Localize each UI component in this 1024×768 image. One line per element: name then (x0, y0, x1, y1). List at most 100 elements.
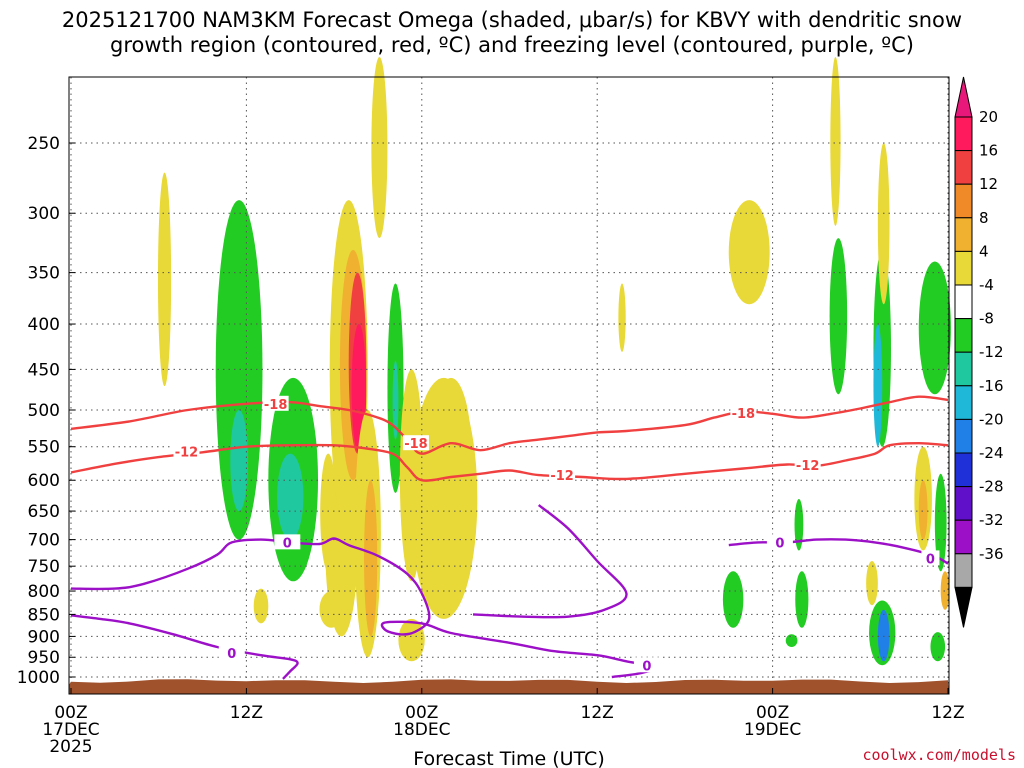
contour-label: -18 (264, 398, 288, 413)
x-tick-label: 18DEC (393, 720, 450, 740)
colorbar-segment (954, 351, 973, 387)
contour-label: -12 (796, 459, 820, 474)
time-gridlines (70, 77, 949, 694)
colorbar-top-arrow (954, 76, 973, 118)
colorbar-segment (954, 418, 973, 454)
plot-area: -18 -18 -12 -12 -12 0 0 0 0 -18 0 (68, 57, 951, 695)
x-tick-label: 00Z (54, 703, 87, 723)
omega-region (398, 618, 425, 662)
chart-title-line-2: growth region (contoured, red, ºC) and f… (110, 33, 914, 57)
colorbar-segment (954, 385, 973, 420)
contour-label: -18 (732, 407, 756, 422)
y-tick-label: 300 (28, 204, 60, 224)
plot-background (69, 77, 949, 694)
colorbar-label: 16 (979, 142, 998, 160)
y-tick-label: 850 (28, 605, 60, 625)
colorbar-segment (954, 318, 973, 353)
colorbar-label: -32 (979, 511, 1004, 529)
contour-label: 0 (926, 552, 935, 567)
contour-label-bg (766, 534, 793, 550)
contour-label-bg (262, 395, 289, 411)
omega-region (230, 410, 248, 512)
contour-line (70, 537, 658, 679)
omega-region (722, 571, 744, 628)
pressure-axis: 2503003504004505005506006507007508008509… (17, 134, 75, 688)
y-tick-label: 350 (28, 264, 60, 284)
plot-frame (68, 76, 950, 695)
colorbar-bottom-arrow (954, 586, 973, 628)
contour-label: 0 (642, 659, 651, 674)
x-tick-label: 00Z (405, 703, 438, 723)
colorbar-segment (954, 217, 973, 252)
omega-region (877, 609, 890, 662)
y-tick-label: 600 (28, 471, 60, 491)
ground-terrain (69, 679, 949, 694)
colorbar-label: 4 (979, 242, 989, 260)
colorbar-label: -28 (979, 478, 1004, 496)
contour-label-bg (173, 443, 200, 459)
colorbar-label: 20 (979, 108, 998, 126)
y-tick-label: 400 (28, 315, 60, 335)
contour-label-bg (549, 467, 576, 483)
y-tick-label: 950 (28, 648, 60, 668)
x-tick-label: 2025 (49, 737, 92, 757)
y-tick-label: 550 (28, 438, 60, 458)
contour-label: -12 (175, 446, 199, 461)
omega-region (918, 480, 928, 540)
contour-line (472, 504, 628, 619)
x-axis-title: Forecast Time (UTC) (413, 748, 604, 768)
contour-label: -12 (550, 469, 574, 484)
omega-region (930, 632, 946, 662)
omega-region (866, 561, 878, 606)
x-tick-label: 12Z (230, 703, 263, 723)
y-tick-label: 250 (28, 134, 60, 154)
omega-region (319, 591, 343, 628)
y-tick-label: 700 (28, 531, 60, 551)
contour-label-bg (633, 657, 660, 673)
pressure-gridlines (69, 142, 949, 678)
contour-label-bg (274, 534, 301, 550)
omega-region (918, 261, 951, 395)
omega-region (253, 588, 269, 624)
contour-line (70, 442, 949, 482)
omega-region (215, 200, 263, 540)
colorbar-segment (954, 553, 973, 588)
omega-region (794, 499, 804, 551)
y-tick-label: 750 (28, 557, 60, 577)
x-tick-label: 19DEC (744, 720, 801, 740)
contour-label-bg (218, 645, 245, 661)
omega-region (618, 283, 626, 352)
credit-text[interactable]: coolwx.com/models (862, 746, 1016, 764)
y-tick-label: 450 (28, 360, 60, 380)
contour-label-bg (730, 405, 757, 421)
x-tick-label: 12Z (581, 703, 614, 723)
colorbar-label: 12 (979, 175, 998, 193)
omega-region (277, 453, 304, 540)
contour-label: 0 (227, 647, 236, 662)
contour-label-bg (402, 435, 429, 451)
colorbar-segment (954, 486, 973, 521)
colorbar-label: -8 (979, 310, 994, 328)
x-tick-label: 12Z (931, 703, 964, 723)
omega-region (877, 143, 890, 305)
colorbar-label: -20 (979, 410, 1004, 428)
omega-region (157, 172, 172, 387)
x-tick-label: 17DEC (42, 720, 99, 740)
colorbar-label: -16 (979, 377, 1004, 395)
contour-label: 0 (283, 536, 292, 551)
omega-region (371, 57, 388, 239)
y-tick-label: 900 (28, 627, 60, 647)
omega-colorbar: 20 16 12 8 4 -4 -8 -12 -16 -20 -24 -28 -32 -36 (954, 76, 1004, 628)
y-tick-label: 1000 (17, 668, 60, 688)
temperature-contours: -18 -18 -12 -12 -12 0 0 0 0 -18 0 (70, 395, 949, 680)
omega-region (785, 634, 798, 647)
contour-label: 0 (775, 536, 784, 551)
colorbar-segment (954, 150, 973, 185)
colorbar-label: -12 (979, 343, 1004, 361)
colorbar-segment (954, 284, 973, 320)
x-tick-label: 00Z (756, 703, 789, 723)
colorbar-label: -24 (979, 444, 1004, 462)
omega-region (940, 571, 950, 610)
